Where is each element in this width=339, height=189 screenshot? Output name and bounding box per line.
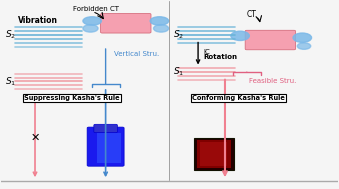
FancyBboxPatch shape (101, 13, 151, 33)
Text: Vertical Stru.: Vertical Stru. (114, 50, 159, 57)
Text: ✕: ✕ (30, 132, 40, 142)
Text: Vibration: Vibration (18, 15, 58, 25)
Text: Rotation: Rotation (203, 54, 237, 60)
Ellipse shape (83, 25, 98, 32)
Text: IC: IC (203, 49, 210, 55)
Text: $S_2$: $S_2$ (173, 29, 184, 41)
Text: $S_1$: $S_1$ (5, 75, 16, 88)
FancyBboxPatch shape (245, 30, 296, 50)
Text: CT: CT (247, 10, 257, 19)
FancyBboxPatch shape (194, 138, 234, 170)
Text: $S_2$: $S_2$ (5, 29, 16, 41)
Ellipse shape (83, 17, 101, 25)
Text: Conforming Kasha's Rule: Conforming Kasha's Rule (192, 95, 285, 101)
Ellipse shape (297, 43, 311, 49)
Ellipse shape (231, 31, 250, 40)
FancyBboxPatch shape (94, 124, 117, 133)
Text: $S_1$: $S_1$ (173, 66, 184, 78)
FancyBboxPatch shape (97, 133, 121, 163)
FancyBboxPatch shape (200, 142, 227, 166)
Ellipse shape (150, 17, 169, 25)
Text: Forbidden CT: Forbidden CT (73, 6, 119, 12)
FancyBboxPatch shape (197, 139, 231, 168)
Ellipse shape (154, 25, 169, 32)
Text: Suppressing Kasha's Rule: Suppressing Kasha's Rule (24, 95, 120, 101)
Text: Feasible Stru.: Feasible Stru. (248, 78, 296, 84)
Ellipse shape (293, 33, 312, 42)
FancyBboxPatch shape (87, 127, 124, 166)
